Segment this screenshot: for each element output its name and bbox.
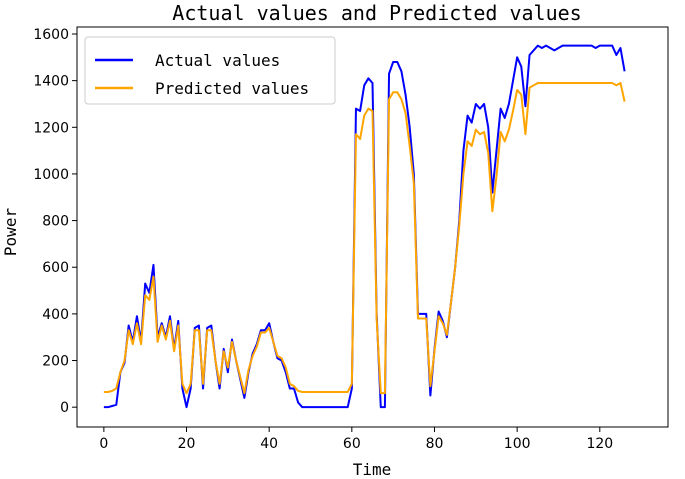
series-line-predicted [103,81,626,395]
chart-title: Actual values and Predicted values [172,1,581,25]
x-tick-label: 20 [178,436,196,452]
y-tick-label: 600 [42,260,69,276]
x-tick-label: 100 [504,436,531,452]
series-layer [103,44,626,409]
y-tick-label: 800 [42,214,69,230]
x-tick-label: 120 [586,436,613,452]
plot-frame [76,26,669,428]
y-tick-label: 1600 [33,27,69,43]
y-tick-label: 200 [42,354,69,370]
y-tick-label: 1000 [33,167,69,183]
y-tick-label: 1400 [33,74,69,90]
y-tick-label: 1200 [33,120,69,136]
legend: Actual values Predicted values [84,36,336,105]
x-axis-label: Time [353,460,392,479]
y-ticks: 0 200 400 600 800 1000 1200 1400 1600 [33,27,77,416]
series-line-actual [103,44,626,409]
y-tick-label: 400 [42,307,69,323]
y-axis-label: Power [1,208,20,257]
x-tick-label: 80 [426,436,444,452]
legend-box [84,36,336,105]
x-tick-label: 40 [260,436,278,452]
y-tick-label: 0 [60,400,69,416]
x-ticks: 0 20 40 60 80 100 120 [99,427,613,452]
legend-label: Predicted values [155,79,309,98]
x-tick-label: 0 [99,436,108,452]
legend-label: Actual values [155,51,280,70]
x-tick-label: 60 [343,436,361,452]
